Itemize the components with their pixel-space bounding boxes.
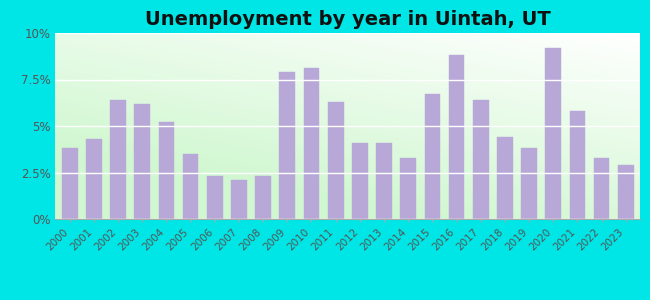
Bar <box>231 180 247 219</box>
Bar <box>159 122 174 219</box>
Bar <box>304 68 319 219</box>
Bar <box>111 100 126 219</box>
Bar <box>328 102 343 219</box>
Bar <box>62 148 77 219</box>
Bar <box>473 100 489 219</box>
Bar <box>448 55 464 219</box>
Bar <box>497 137 513 219</box>
Bar <box>545 48 561 219</box>
Bar <box>400 158 416 219</box>
Bar <box>569 111 585 219</box>
Bar <box>183 154 198 219</box>
Bar <box>280 72 295 219</box>
Bar <box>135 104 150 219</box>
Bar <box>424 94 440 219</box>
Bar <box>376 143 392 219</box>
Bar <box>593 158 610 219</box>
Bar <box>521 148 537 219</box>
Title: Unemployment by year in Uintah, UT: Unemployment by year in Uintah, UT <box>145 10 551 29</box>
Bar <box>207 176 223 219</box>
Bar <box>352 143 368 219</box>
Bar <box>618 165 634 219</box>
Bar <box>86 139 102 219</box>
Bar <box>255 176 271 219</box>
